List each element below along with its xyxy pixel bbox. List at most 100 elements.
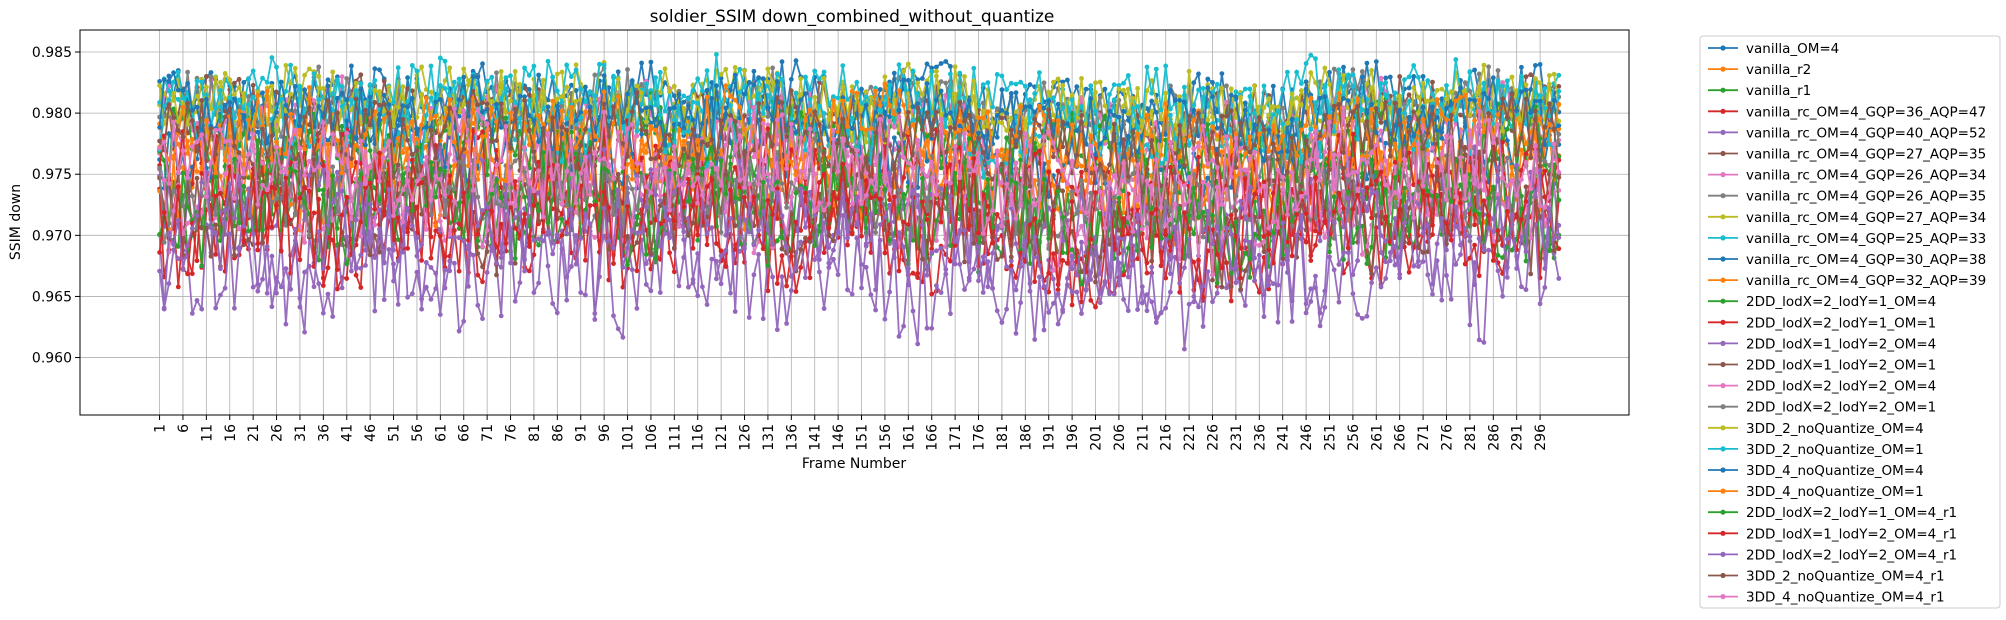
data-point — [1191, 80, 1197, 86]
data-point — [1299, 81, 1304, 86]
data-point — [480, 264, 485, 270]
data-point — [606, 277, 612, 283]
data-point — [1163, 132, 1169, 137]
data-point — [943, 80, 949, 86]
data-point — [774, 281, 780, 286]
data-point — [1224, 285, 1229, 291]
data-point — [1144, 64, 1150, 70]
data-point — [559, 99, 565, 105]
data-point — [1373, 265, 1379, 271]
data-point — [1228, 298, 1234, 304]
data-point — [639, 131, 644, 137]
data-point — [1528, 72, 1534, 78]
data-point — [999, 115, 1005, 121]
data-point — [1214, 290, 1220, 296]
data-point — [1242, 238, 1248, 244]
data-point — [700, 284, 705, 290]
data-point — [1317, 323, 1323, 329]
data-point — [437, 218, 443, 224]
data-point — [573, 209, 579, 215]
data-point — [639, 60, 644, 66]
data-point — [208, 74, 214, 80]
data-point — [910, 270, 916, 276]
data-point — [1313, 242, 1318, 248]
data-point — [316, 74, 322, 79]
data-point — [536, 218, 541, 224]
data-point — [1369, 280, 1374, 286]
data-point — [1359, 69, 1365, 74]
data-point — [671, 269, 677, 275]
data-point — [494, 70, 499, 76]
data-point — [1406, 240, 1412, 246]
data-point — [1416, 264, 1421, 269]
data-point — [349, 97, 354, 103]
data-point — [550, 74, 556, 80]
data-point — [934, 283, 939, 288]
data-point — [1144, 308, 1150, 314]
data-point — [1125, 73, 1131, 78]
data-point — [311, 98, 317, 103]
data-point — [419, 64, 424, 70]
data-point — [943, 59, 949, 64]
data-point — [545, 58, 551, 64]
data-point — [1153, 66, 1159, 72]
data-point — [1303, 79, 1309, 85]
data-point — [1018, 157, 1023, 163]
data-point — [358, 285, 364, 290]
data-point — [377, 67, 382, 73]
data-point — [423, 227, 429, 232]
data-point — [1378, 284, 1384, 290]
data-point — [976, 130, 981, 136]
data-point — [1364, 313, 1370, 319]
data-point — [957, 261, 963, 267]
data-point — [208, 70, 214, 75]
data-point — [1556, 276, 1562, 281]
data-point — [1280, 87, 1286, 93]
data-point — [550, 301, 556, 306]
data-point — [1383, 276, 1389, 281]
data-point — [199, 306, 205, 312]
data-point — [1037, 70, 1042, 75]
data-point — [522, 268, 527, 274]
data-point — [395, 237, 401, 243]
data-point — [1233, 89, 1239, 95]
data-point — [709, 80, 715, 85]
data-point — [1088, 298, 1094, 303]
data-point — [409, 291, 415, 297]
data-point — [320, 310, 326, 316]
data-point — [1242, 268, 1248, 274]
data-point — [1051, 154, 1056, 160]
data-point — [573, 233, 579, 238]
data-point — [461, 153, 467, 159]
data-point — [1037, 148, 1042, 154]
data-point — [657, 290, 663, 295]
data-point — [437, 55, 443, 61]
data-point — [821, 306, 827, 311]
data-point — [1182, 346, 1187, 352]
data-point — [1247, 275, 1253, 280]
data-point — [353, 80, 359, 86]
data-point — [676, 127, 682, 133]
data-point — [367, 148, 373, 154]
data-point — [718, 75, 724, 81]
data-point — [1439, 86, 1445, 92]
data-point — [1411, 85, 1417, 91]
data-point — [592, 317, 598, 322]
data-point — [714, 52, 719, 57]
data-point — [260, 160, 265, 166]
data-point — [292, 65, 298, 71]
data-point — [1093, 304, 1098, 310]
data-point — [601, 62, 607, 68]
data-point — [1341, 165, 1346, 171]
data-point — [1055, 168, 1061, 174]
data-point — [484, 78, 490, 84]
data-point — [1392, 159, 1398, 165]
data-point — [793, 289, 799, 294]
data-point — [971, 65, 977, 71]
data-point — [554, 88, 560, 94]
data-point — [1046, 169, 1052, 175]
data-point — [283, 63, 289, 68]
data-point — [428, 89, 434, 95]
data-point — [948, 311, 953, 317]
data-point — [536, 242, 541, 248]
